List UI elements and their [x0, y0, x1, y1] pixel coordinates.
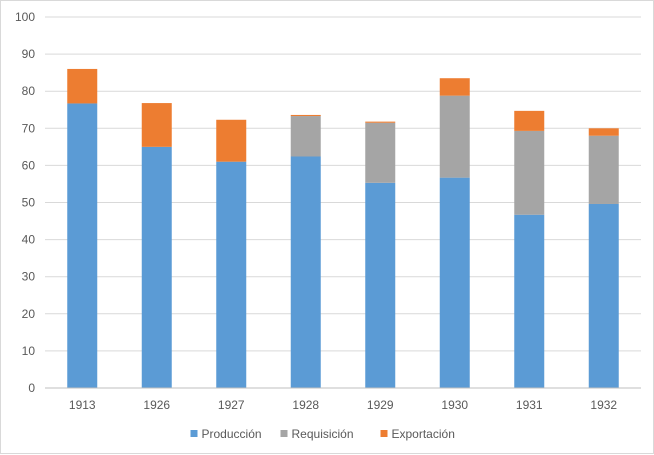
bar-producción-1929	[365, 182, 396, 388]
x-tick-label: 1931	[516, 398, 543, 412]
legend-label: Producción	[202, 427, 262, 441]
bar-exportación-1926	[141, 103, 172, 147]
bar-requisición-1928	[290, 116, 321, 157]
y-axis-ticks: 0 10 20 30 40 50 60 70 80 90 100	[15, 10, 35, 395]
y-tick-label: 40	[22, 233, 36, 247]
y-tick-label: 0	[28, 381, 35, 395]
bar-requisición-1931	[514, 130, 545, 215]
bar-exportación-1929	[365, 121, 396, 123]
legend-swatch-producción	[190, 430, 198, 437]
y-tick-label: 60	[22, 158, 36, 172]
y-tick-label: 70	[22, 121, 36, 135]
x-tick-label: 1926	[143, 398, 170, 412]
x-tick-label: 1932	[590, 398, 617, 412]
bars	[67, 68, 619, 389]
y-tick-label: 80	[22, 84, 36, 98]
x-tick-label: 1929	[367, 398, 394, 412]
bar-exportación-1930	[439, 78, 470, 96]
x-tick-label: 1930	[441, 398, 468, 412]
bar-producción-1930	[439, 177, 470, 388]
legend-swatch-requisición	[280, 430, 288, 437]
bar-producción-1931	[514, 214, 545, 388]
bar-requisición-1932	[588, 135, 619, 204]
bar-producción-1932	[588, 203, 619, 388]
bar-exportación-1913	[67, 68, 98, 104]
x-axis-ticks: 1913 1926 1927 1928 1929 1930 1931 1932	[69, 398, 618, 412]
x-tick-label: 1928	[292, 398, 319, 412]
y-tick-label: 30	[22, 270, 36, 284]
legend-swatch-exportación	[380, 430, 388, 437]
gridlines	[45, 16, 641, 352]
bar-exportación-1932	[588, 128, 619, 136]
bar-producción-1927	[216, 161, 247, 388]
bar-producción-1928	[290, 156, 321, 388]
bar-exportación-1927	[216, 119, 247, 162]
y-tick-label: 10	[22, 344, 36, 358]
bar-requisición-1929	[365, 122, 396, 183]
bar-requisición-1930	[439, 95, 470, 178]
x-tick-label: 1913	[69, 398, 96, 412]
bar-exportación-1928	[290, 114, 321, 117]
y-tick-label: 90	[22, 47, 36, 61]
legend-label: Exportación	[392, 427, 455, 441]
y-tick-label: 100	[15, 10, 35, 24]
legend: Producción Requisición Exportación	[190, 427, 455, 441]
y-tick-label: 50	[22, 196, 36, 210]
bar-exportación-1931	[514, 110, 545, 131]
bar-producción-1926	[141, 146, 172, 388]
bar-producción-1913	[67, 103, 98, 389]
y-tick-label: 20	[22, 307, 36, 321]
legend-label: Requisición	[292, 427, 354, 441]
x-tick-label: 1927	[218, 398, 245, 412]
